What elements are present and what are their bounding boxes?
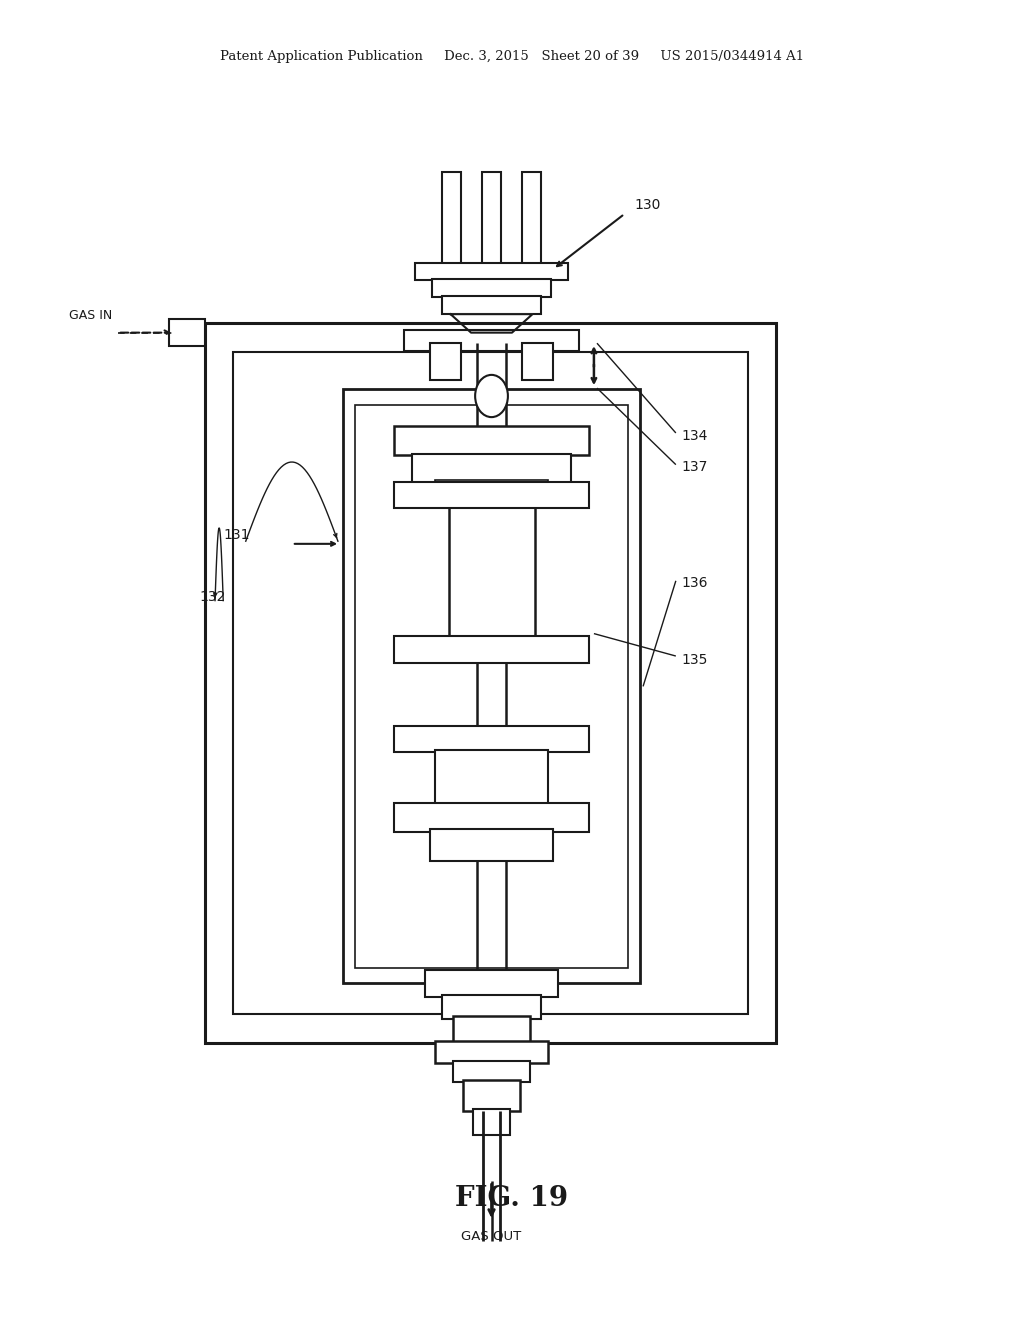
Bar: [435, 750, 548, 805]
Bar: [522, 343, 553, 380]
Text: GAS IN: GAS IN: [70, 309, 113, 322]
Bar: [404, 330, 579, 351]
Text: 136: 136: [681, 577, 708, 590]
Bar: [394, 803, 589, 832]
Text: Patent Application Publication     Dec. 3, 2015   Sheet 20 of 39     US 2015/034: Patent Application Publication Dec. 3, 2…: [220, 50, 804, 63]
Bar: [425, 970, 558, 997]
Text: 135: 135: [681, 653, 708, 667]
Text: 131: 131: [223, 528, 250, 541]
Bar: [442, 995, 541, 1019]
Text: 134: 134: [681, 429, 708, 442]
Bar: [430, 343, 461, 380]
Bar: [453, 1016, 530, 1043]
Bar: [169, 319, 205, 346]
Bar: [394, 482, 589, 508]
Bar: [343, 389, 640, 983]
Polygon shape: [451, 314, 532, 333]
Bar: [432, 279, 551, 297]
Bar: [205, 323, 776, 1043]
Circle shape: [475, 375, 508, 417]
Bar: [482, 172, 501, 264]
Bar: [430, 829, 553, 861]
Bar: [394, 426, 589, 455]
Text: 132: 132: [200, 590, 226, 603]
Text: FIG. 19: FIG. 19: [456, 1185, 568, 1212]
Bar: [415, 263, 568, 280]
Bar: [412, 454, 571, 484]
Bar: [442, 172, 461, 264]
Bar: [355, 405, 628, 968]
Text: 130: 130: [635, 198, 662, 211]
Bar: [233, 352, 748, 1014]
Bar: [463, 1080, 520, 1111]
Bar: [394, 636, 589, 663]
Bar: [394, 726, 589, 752]
Bar: [473, 1109, 510, 1135]
Text: GAS OUT: GAS OUT: [462, 1230, 521, 1243]
Bar: [453, 1061, 530, 1082]
Bar: [442, 296, 541, 314]
Bar: [435, 480, 548, 491]
Bar: [449, 482, 535, 653]
Bar: [435, 1041, 548, 1063]
Bar: [522, 172, 541, 264]
Text: 137: 137: [681, 461, 708, 474]
